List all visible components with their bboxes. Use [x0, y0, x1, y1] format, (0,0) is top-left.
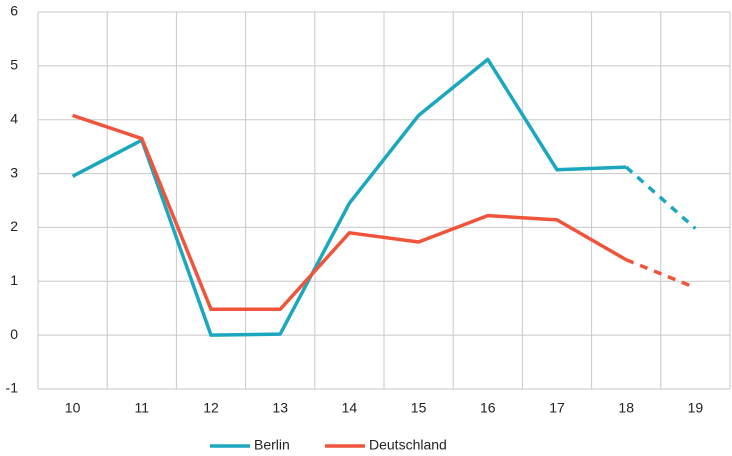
x-tick-label: 11: [135, 400, 150, 416]
legend-label: Berlin: [254, 437, 290, 453]
x-tick-label: 16: [480, 400, 496, 416]
legend-label: Deutschland: [369, 437, 447, 453]
series-line-dashed: [625, 258, 697, 290]
y-tick-label: -1: [6, 380, 19, 396]
series-line: [71, 57, 627, 337]
y-tick-label: 0: [10, 326, 18, 342]
x-tick-label: 12: [203, 400, 219, 416]
x-tick-label: 10: [65, 400, 81, 416]
x-tick-label: 14: [342, 400, 358, 416]
y-tick-label: 4: [10, 110, 18, 126]
x-tick-label: 18: [618, 400, 634, 416]
x-tick-label: 17: [549, 400, 565, 416]
x-tick-label: 13: [272, 400, 288, 416]
y-tick-label: 6: [10, 3, 18, 19]
series-line: [72, 113, 628, 312]
y-tick-label: 1: [10, 272, 18, 288]
y-tick-label: 2: [10, 218, 18, 234]
series-line-dashed: [625, 165, 697, 230]
y-tick-label: 3: [10, 164, 18, 180]
y-tick-label: 5: [10, 57, 18, 73]
x-tick-label: 19: [688, 400, 704, 416]
x-tick-label: 15: [411, 400, 427, 416]
